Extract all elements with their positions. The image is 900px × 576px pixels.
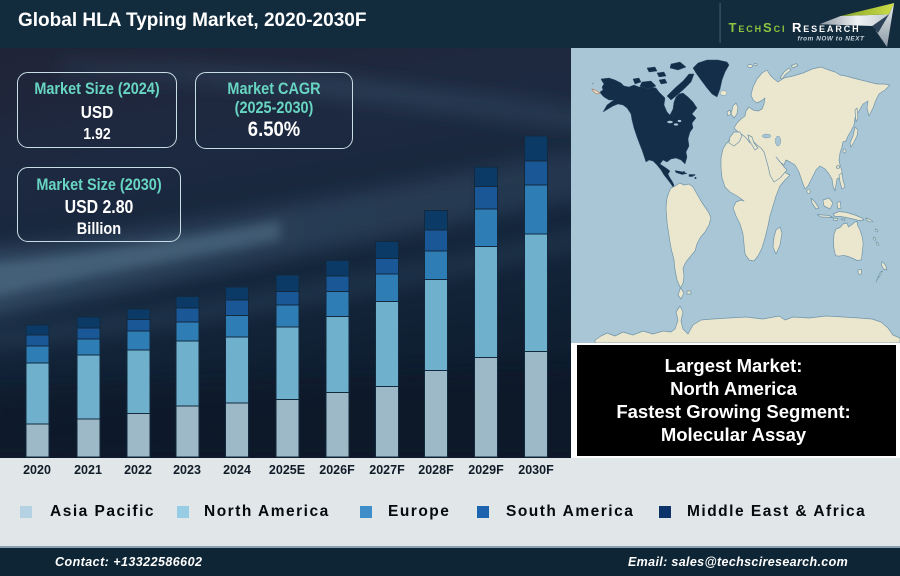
svg-text:from NOW to NEXT: from NOW to NEXT [797,36,865,43]
svg-text:TechSci Research: TechSci Research [729,20,861,35]
